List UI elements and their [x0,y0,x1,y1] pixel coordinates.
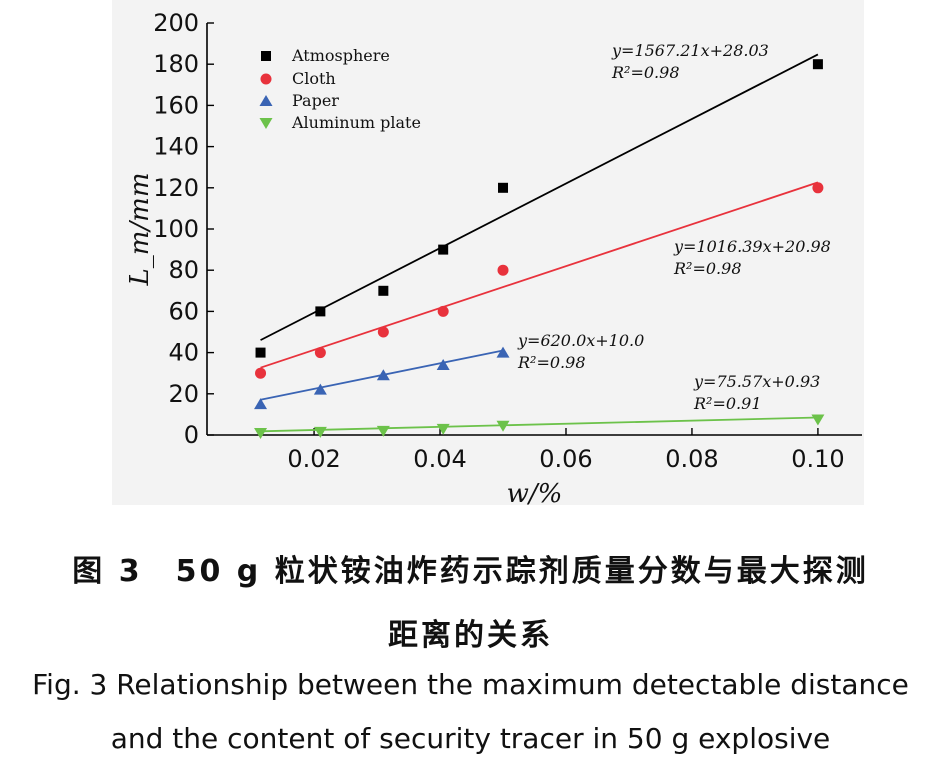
data-point [438,244,449,255]
legend-marker [259,118,273,129]
x-tick-label: 0.02 [287,445,340,473]
chart-axes: 0 20 40 60 80 100 120 140 160 180 200 0.02 0.04 0.06 0… [153,9,862,473]
y-tick-label: 120 [153,174,199,202]
data-point [313,426,327,438]
data-point [497,264,509,276]
data-point [315,306,326,317]
x-tick-label: 0.06 [539,445,592,473]
data-point [377,326,389,338]
legend-label: Paper [292,91,339,110]
fit-equations: y=1567.21x+28.03 R²=0.98 y=1016.39x+20.98 R… [517,41,831,413]
data-point [812,182,824,194]
fit-equation: y=620.0x+10.0 [517,331,644,350]
legend-label: Atmosphere [291,46,390,65]
figure-caption-cn-line1: 图 3 50 g 粒状铵油炸药示踪剂质量分数与最大探测 [72,554,869,589]
legend-marker [260,73,272,85]
fit-line-3 [260,416,818,433]
legend-marker [261,51,271,61]
data-point [255,367,267,379]
chart-legend: Atmosphere Cloth Paper Aluminum plate [259,46,421,132]
data-point [496,420,510,432]
data-point [812,59,823,70]
y-tick-label: 0 [184,421,199,449]
data-point [436,358,450,370]
fit-r2: R²=0.98 [611,63,680,82]
fit-r2: R²=0.91 [693,394,762,413]
data-point [376,425,390,437]
fit-equation: y=1567.21x+28.03 [611,41,769,60]
axis-titles: w/% L_m/mm [125,173,562,510]
y-tick-label: 200 [153,9,199,37]
x-tick-label: 0.08 [665,445,718,473]
x-tick-label: 0.04 [413,445,466,473]
y-tick-label: 180 [153,50,199,78]
y-tick-label: 80 [168,256,199,284]
y-tick-label: 20 [168,380,199,408]
fit-r2: R²=0.98 [517,353,586,372]
data-point [376,369,390,381]
data-point [811,414,825,426]
figure-caption-en-line1: Fig. 3 Relationship between the maximum … [32,668,909,701]
data-point [436,423,450,435]
y-tick-label: 160 [153,91,199,119]
fit-r2: R²=0.98 [673,259,742,278]
chart-figure: 0 20 40 60 80 100 120 140 160 180 200 0.02 0.04 0.06 0… [125,9,862,510]
data-point [254,398,268,410]
fit-line-0 [260,53,819,341]
figure-caption-en-line2: and the content of security tracer in 50… [110,722,831,755]
figure-caption-cn-line2: 距离的关系 [388,618,553,653]
data-point [498,182,509,193]
y-tick-label: 140 [153,133,199,161]
plot-background [112,0,864,505]
legend-label: Aluminum plate [291,113,421,132]
x-tick-label: 0.10 [791,445,844,473]
legend-label: Cloth [292,69,336,88]
data-point [378,285,389,296]
y-axis-title: L_m/mm [125,173,155,287]
data-point [255,347,266,358]
x-axis-title: w/% [507,479,563,509]
y-tick-label: 40 [168,339,199,367]
data-point [254,427,268,439]
legend-marker [259,95,273,106]
data-point [496,346,510,358]
fit-line-1 [260,181,819,369]
data-markers [254,59,825,439]
y-tick-label: 60 [168,297,199,325]
fit-equation: y=75.57x+0.93 [693,372,820,391]
y-tick-label: 100 [153,215,199,243]
fit-equation: y=1016.39x+20.98 [673,237,831,256]
data-point [437,305,449,317]
data-point [313,383,327,395]
data-point [314,347,326,359]
